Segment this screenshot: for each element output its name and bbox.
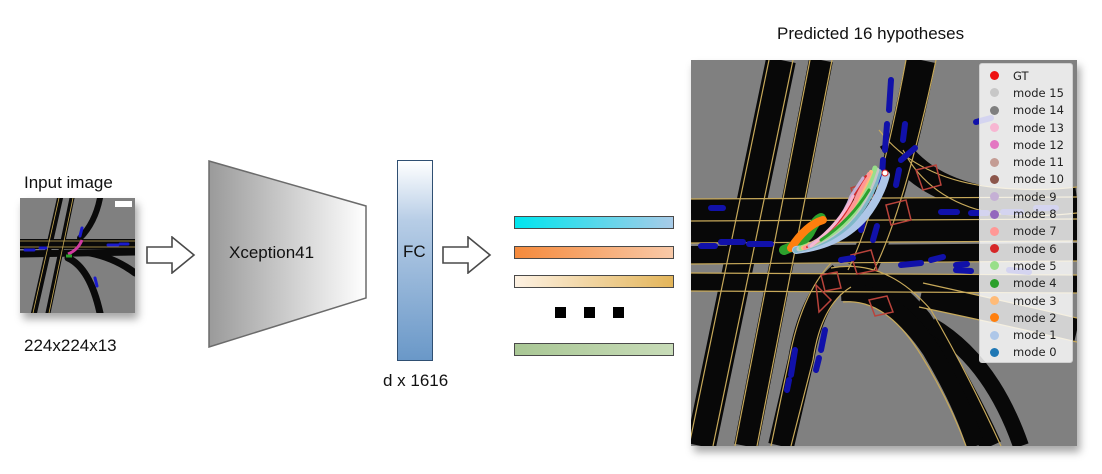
fc-dims-label: d x 1616: [383, 371, 449, 390]
legend-item-label: mode 13: [1013, 120, 1064, 135]
legend-marker-icon: [990, 209, 999, 219]
legend-item: mode 8: [990, 205, 1072, 222]
hypothesis-vector-bar-3: [514, 275, 674, 288]
legend-item: mode 2: [990, 309, 1072, 326]
ellipsis-dot: [613, 307, 624, 318]
legend-marker-icon: [990, 313, 999, 323]
legend-marker-icon: [990, 123, 999, 133]
legend-marker-icon: [990, 278, 999, 288]
legend-item-label: mode 3: [1013, 293, 1057, 308]
legend-item: mode 12: [990, 136, 1072, 153]
ellipsis-dot: [555, 307, 566, 318]
legend-item: mode 14: [990, 102, 1072, 119]
legend-marker-icon: [990, 105, 999, 115]
legend-item: mode 3: [990, 292, 1072, 309]
legend-item: mode 9: [990, 188, 1072, 205]
input-map-thumbnail: [15, 195, 140, 317]
input-dims-label: 224x224x13: [24, 336, 117, 355]
legend-item: mode 11: [990, 153, 1072, 170]
legend-marker-icon: [990, 226, 999, 236]
legend-item: mode 4: [990, 275, 1072, 292]
legend-marker-icon: [990, 330, 999, 340]
legend-marker-icon: [990, 157, 999, 167]
legend-marker-icon: [990, 296, 999, 305]
ellipsis-dot: [584, 307, 595, 318]
backbone-label: Xception41: [229, 243, 315, 262]
fc-label: FC: [403, 242, 426, 261]
xception-encoder-shape: [208, 160, 367, 348]
fc-layer-block: [397, 160, 433, 361]
legend-marker-icon: [990, 88, 999, 98]
legend-item: GT: [990, 67, 1072, 84]
legend-item: mode 5: [990, 257, 1072, 274]
legend-item-label: mode 4: [1013, 276, 1057, 291]
legend-item: mode 13: [990, 119, 1072, 136]
legend-item-label: mode 14: [1013, 103, 1064, 118]
legend-marker-icon: [990, 261, 999, 271]
legend-item-label: mode 10: [1013, 172, 1064, 187]
legend-item: mode 1: [990, 326, 1072, 343]
arrow-right-icon: [442, 236, 492, 274]
legend-marker-icon: [990, 347, 999, 357]
legend-item-label: mode 8: [1013, 207, 1057, 222]
legend-marker-icon: [990, 140, 999, 150]
legend-item-label: mode 7: [1013, 224, 1057, 239]
output-title: Predicted 16 hypotheses: [777, 24, 965, 43]
legend-item: mode 10: [990, 171, 1072, 188]
legend-marker-icon: [990, 192, 999, 202]
legend-item: mode 7: [990, 223, 1072, 240]
legend-item-label: mode 2: [1013, 310, 1057, 325]
legend-marker-icon: [990, 71, 999, 81]
legend-marker-icon: [990, 244, 999, 254]
legend-item-label: mode 11: [1013, 155, 1064, 170]
legend-item-label: mode 15: [1013, 85, 1064, 100]
legend-item-label: mode 0: [1013, 345, 1057, 360]
legend-item: mode 15: [990, 84, 1072, 101]
hypothesis-vector-bar-1: [514, 216, 674, 229]
legend-item-label: mode 12: [1013, 137, 1064, 152]
legend-item-label: mode 9: [1013, 189, 1057, 204]
hypothesis-vector-bar-last: [514, 343, 674, 356]
legend-item-label: GT: [1013, 68, 1029, 83]
arrow-right-icon: [146, 236, 196, 274]
legend-item: mode 6: [990, 240, 1072, 257]
legend-item: mode 0: [990, 344, 1072, 361]
legend-marker-icon: [990, 174, 999, 184]
legend-item-label: mode 6: [1013, 241, 1057, 256]
input-image-title: Input image: [24, 173, 113, 192]
legend: GT mode 15 mode 14 mode 13 mode 12 mode 11 mod…: [979, 63, 1073, 363]
legend-item-label: mode 1: [1013, 328, 1057, 343]
legend-item-label: mode 5: [1013, 258, 1057, 273]
hypothesis-vector-bar-2: [514, 246, 674, 259]
